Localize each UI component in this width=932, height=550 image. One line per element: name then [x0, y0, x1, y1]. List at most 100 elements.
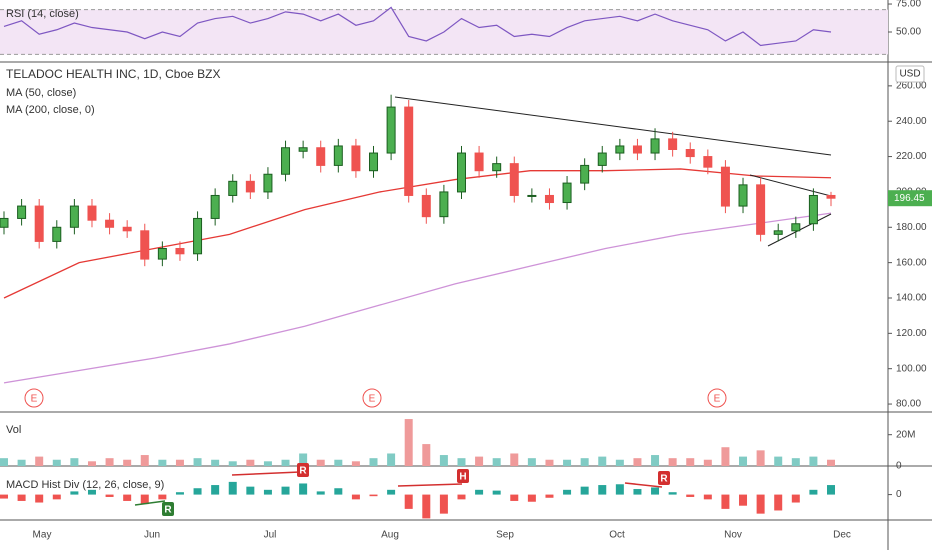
- volume-bar: [668, 458, 677, 466]
- macd-bar: [809, 489, 818, 495]
- volume-label: Vol: [6, 424, 21, 436]
- candle-body: [157, 247, 167, 260]
- candle-body: [105, 219, 115, 228]
- macd-bar: [17, 494, 26, 501]
- volume-bar: [492, 458, 501, 466]
- y-tick-label: 260.00: [896, 81, 927, 92]
- macd-bar: [404, 494, 413, 509]
- candle-body: [703, 156, 713, 168]
- volume-bar: [510, 453, 519, 466]
- candle-body: [615, 145, 625, 154]
- macd-bar: [369, 494, 378, 497]
- candle-body: [175, 247, 185, 255]
- macd-label: MACD Hist Div (12, 26, close, 9): [6, 479, 164, 491]
- volume-bar: [316, 459, 325, 466]
- volume-bar: [263, 461, 272, 466]
- candle-body: [738, 184, 748, 207]
- x-tick-label: Nov: [724, 530, 742, 541]
- volume-bar: [158, 459, 167, 466]
- x-tick-label: Dec: [833, 530, 851, 541]
- volume-bar: [35, 456, 44, 466]
- volume-bar: [246, 459, 255, 466]
- trendline: [394, 96, 832, 156]
- volume-bar: [739, 456, 748, 466]
- candle-body: [193, 217, 203, 255]
- volume-bar: [703, 459, 712, 466]
- candle-body: [668, 138, 678, 150]
- volume-bar: [404, 419, 413, 466]
- candle-body: [122, 226, 132, 232]
- x-tick-label: Jun: [144, 530, 160, 541]
- candle-body: [210, 194, 220, 219]
- last-price-label: 196.45: [894, 193, 925, 204]
- macd-bar: [228, 481, 237, 495]
- y-tick-label: 100.00: [896, 363, 927, 374]
- candle-body: [228, 180, 238, 196]
- volume-bar: [791, 458, 800, 466]
- candle-body: [404, 106, 414, 196]
- volume-bar: [457, 458, 466, 466]
- candle-body: [245, 180, 255, 193]
- macd-bar: [387, 489, 396, 495]
- volume-bar: [0, 458, 8, 466]
- candle-body: [351, 145, 361, 172]
- y-tick-label: 20M: [896, 429, 915, 440]
- macd-bar: [668, 492, 677, 495]
- volume-bar: [527, 458, 536, 466]
- macd-bar: [211, 485, 220, 495]
- macd-bar: [193, 488, 202, 495]
- earnings-label: E: [369, 394, 376, 405]
- macd-bar: [703, 494, 712, 500]
- candle-body: [52, 226, 62, 242]
- volume-bar: [439, 455, 448, 466]
- candle-body: [527, 194, 537, 197]
- divergence-line: [134, 500, 166, 506]
- divergence-line: [231, 471, 301, 476]
- macd-bar: [615, 484, 624, 495]
- volume-bar: [334, 459, 343, 466]
- y-tick-label: 0: [896, 489, 902, 500]
- candle-body: [333, 145, 343, 166]
- currency-box[interactable]: [895, 65, 925, 83]
- macd-bar: [334, 488, 343, 495]
- divergence-label: H: [459, 472, 466, 483]
- divergence-marker: [658, 471, 670, 485]
- volume-bar: [369, 458, 378, 466]
- earnings-label: E: [31, 394, 38, 405]
- y-tick-label: 220.00: [896, 151, 927, 162]
- ma200-label: MA (200, close, 0): [6, 104, 95, 116]
- macd-bar: [563, 489, 572, 495]
- volume-bar: [387, 453, 396, 466]
- volume-bar: [756, 450, 765, 466]
- macd-bar: [158, 494, 167, 500]
- volume-bar: [211, 459, 220, 466]
- candle-body: [544, 194, 554, 204]
- volume-bar: [633, 458, 642, 466]
- macd-bar: [246, 486, 255, 495]
- volume-bar: [827, 459, 835, 466]
- rsi-label: RSI (14, close): [6, 8, 79, 20]
- macd-bar: [140, 494, 149, 505]
- macd-bar: [422, 494, 431, 519]
- macd-bar: [686, 494, 695, 497]
- macd-bar: [633, 489, 642, 495]
- candle-body: [720, 166, 730, 207]
- candle-body: [756, 184, 766, 235]
- y-tick-label: 120.00: [896, 328, 927, 339]
- y-tick-label: 180.00: [896, 222, 927, 233]
- macd-bar: [87, 489, 96, 495]
- trendline: [749, 174, 832, 197]
- earnings-label: E: [714, 394, 721, 405]
- x-tick-label: Sep: [496, 530, 514, 541]
- volume-bar: [87, 461, 96, 466]
- macd-bar: [281, 486, 290, 495]
- earnings-marker: [362, 388, 382, 408]
- x-tick-label: Jul: [264, 530, 277, 541]
- candle-body: [685, 149, 695, 158]
- macd-bar: [439, 494, 448, 514]
- volume-bar: [193, 458, 202, 466]
- y-tick-label: 160.00: [896, 257, 927, 268]
- volume-bar: [686, 458, 695, 466]
- volume-bar: [580, 458, 589, 466]
